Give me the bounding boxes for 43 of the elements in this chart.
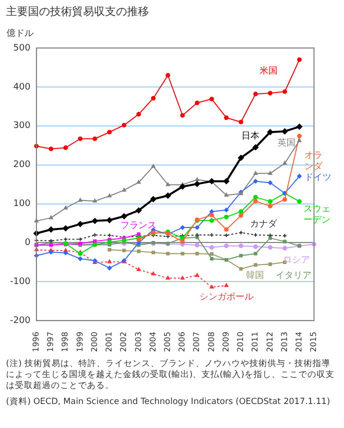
text: イタリア bbox=[275, 270, 312, 281]
y-axis-title: 億ドル bbox=[6, 28, 34, 39]
y-tick-label: 400 bbox=[13, 82, 31, 92]
y-tick-label: 300 bbox=[13, 121, 31, 132]
series-label: 英国 bbox=[277, 138, 296, 149]
x-tick-label: 2009 bbox=[221, 332, 230, 352]
series-label: フランス bbox=[120, 221, 157, 232]
text: (資料) OECD, Main Science and Technology Indicators (OECDStat 2017.1.11) bbox=[6, 397, 332, 408]
series-label: スウェーデン bbox=[303, 204, 330, 226]
series-label: 米国 bbox=[259, 66, 278, 77]
series-label: 日本 bbox=[241, 130, 260, 142]
x-tick-label: 2004 bbox=[148, 332, 158, 352]
x-tick-label: 2000 bbox=[90, 332, 99, 352]
x-tick-label: 2006 bbox=[178, 332, 187, 352]
x-tick-label: 1996 bbox=[32, 332, 41, 352]
x-tick-label: 2013 bbox=[280, 332, 289, 352]
series-label: ロシア bbox=[283, 255, 310, 266]
series-label: カナダ bbox=[250, 218, 278, 230]
y-tick-label: 100 bbox=[13, 199, 31, 210]
series-label: シンガポール bbox=[199, 292, 254, 303]
x-tick-label: 1999 bbox=[75, 332, 84, 352]
chart-title: 主要国の技術貿易収支の推移 bbox=[5, 4, 150, 20]
x-tick-label: 2012 bbox=[265, 332, 274, 352]
x-tick-label: 2015 bbox=[309, 332, 318, 352]
x-tick-label: 2011 bbox=[250, 332, 260, 352]
x-tick-label: 2001 bbox=[104, 332, 114, 352]
x-tick-label: 2008 bbox=[206, 332, 216, 352]
x-tick-label: 2005 bbox=[162, 332, 172, 352]
series-label: 韓国 bbox=[246, 270, 264, 282]
x-tick-label: 2002 bbox=[119, 332, 128, 352]
y-tick-label: 0 bbox=[24, 238, 31, 248]
y-tick-label: 200 bbox=[13, 160, 31, 170]
x-tick-label: 2003 bbox=[134, 332, 143, 352]
y-tick-label: -100 bbox=[10, 277, 31, 288]
x-tick-label: 1998 bbox=[60, 332, 70, 352]
series-label: ドイツ bbox=[304, 173, 332, 184]
y-tick-label: 500 bbox=[13, 43, 31, 54]
y-tick-label: -200 bbox=[10, 316, 31, 326]
text: (注) 技術貿易は、特許、ライセンス、ブランド、ノウハウや技術供与・技術指導によって生じる国境を越えた金銭の受取(輸出)、支払(輸入)を指し、ここでの収支は受取超過のことである。 bbox=[6, 359, 336, 392]
x-tick-label: 2010 bbox=[236, 332, 246, 352]
x-tick-label: 2007 bbox=[192, 332, 202, 352]
x-tick-label: 2014 bbox=[294, 332, 304, 352]
x-tick-label: 1997 bbox=[46, 332, 56, 352]
